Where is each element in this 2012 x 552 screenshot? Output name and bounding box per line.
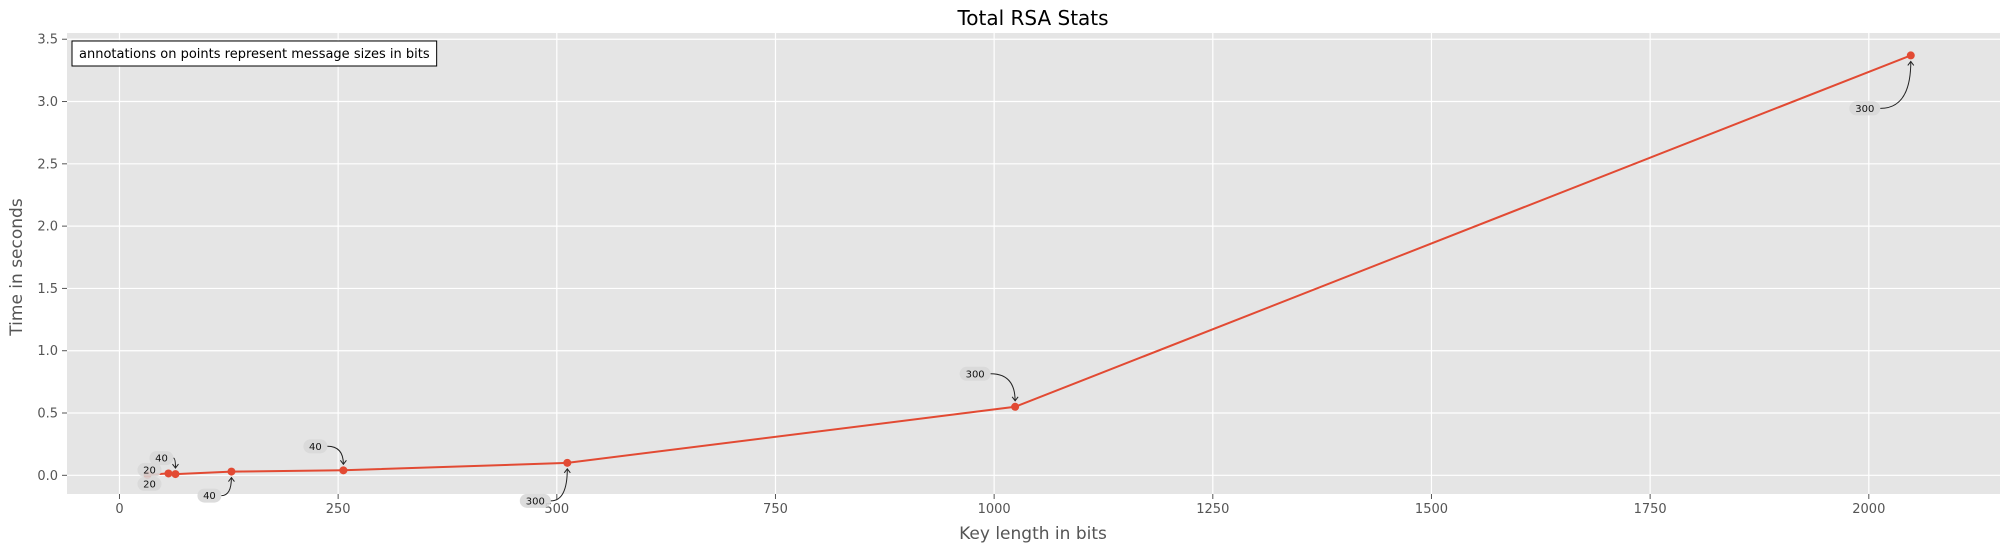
y-tick-label: 2.0 bbox=[37, 220, 58, 235]
y-tick-label: 2.5 bbox=[37, 157, 58, 172]
annotation-connector bbox=[327, 445, 344, 465]
x-tick-label: 1250 bbox=[1196, 502, 1229, 517]
annotation-arrowhead bbox=[228, 476, 235, 482]
annotation-connector bbox=[550, 468, 568, 502]
annotation-label: 300 bbox=[1855, 104, 1874, 115]
annotation-arrowhead bbox=[1907, 60, 1915, 66]
grid-lines bbox=[67, 33, 2000, 494]
annotation-arrowhead bbox=[1011, 396, 1019, 402]
annotation-bubble bbox=[1849, 101, 1881, 116]
annotation-bubble bbox=[137, 476, 162, 491]
data-point bbox=[1906, 51, 1915, 60]
annotation-arrowhead bbox=[563, 468, 571, 474]
annotation-bubble bbox=[137, 462, 162, 477]
annotation-label: 300 bbox=[526, 496, 545, 507]
data-point bbox=[339, 466, 348, 475]
annotation-bubble bbox=[197, 488, 222, 503]
annotation-bubble bbox=[519, 493, 551, 508]
annotation-bubble bbox=[959, 366, 991, 381]
y-tick-label: 1.5 bbox=[37, 282, 58, 297]
y-tick-label: 3.5 bbox=[37, 33, 58, 48]
data-point bbox=[227, 467, 236, 476]
annotation-bubble bbox=[303, 439, 328, 454]
note-text: annotations on points represent message … bbox=[79, 47, 430, 62]
y-tick-label: 0.0 bbox=[37, 469, 58, 484]
data-point bbox=[164, 469, 173, 478]
x-tick-label: 750 bbox=[763, 502, 788, 517]
y-tick-label: 0.5 bbox=[37, 407, 58, 422]
x-tick-label: 250 bbox=[326, 502, 351, 517]
x-axis-ticks: 0 250 500 750 1000 1250 1500 1750 2000 bbox=[115, 494, 1885, 517]
chart-title: Total RSA Stats bbox=[956, 6, 1108, 30]
annotation-connector bbox=[221, 477, 232, 497]
data-point bbox=[1011, 402, 1020, 411]
note-box-border bbox=[71, 40, 438, 67]
x-tick-label: 500 bbox=[544, 502, 569, 517]
annotation-arrowhead bbox=[339, 460, 347, 466]
annotation-label: 20 bbox=[143, 479, 156, 490]
y-tick-label: 1.0 bbox=[37, 344, 58, 359]
annotation-arrowhead bbox=[172, 463, 179, 469]
annotation-connector bbox=[990, 373, 1016, 401]
annotation-label: 300 bbox=[966, 369, 985, 380]
x-tick-label: 1000 bbox=[978, 502, 1011, 517]
data-point bbox=[563, 458, 572, 467]
y-tick-label: 3.0 bbox=[37, 95, 58, 110]
data-point bbox=[171, 470, 180, 479]
x-tick-label: 1750 bbox=[1634, 502, 1667, 517]
annotation-label: 40 bbox=[203, 491, 216, 502]
y-axis-ticks: 0.0 0.5 1.0 1.5 2.0 2.5 3.0 3.5 bbox=[37, 33, 67, 484]
y-axis-label: Time in seconds bbox=[7, 198, 27, 337]
annotation-connector bbox=[1880, 61, 1912, 109]
annotation-label: 40 bbox=[309, 442, 322, 453]
x-tick-label: 0 bbox=[115, 502, 123, 517]
x-tick-label: 1500 bbox=[1415, 502, 1448, 517]
annotation-label: 40 bbox=[155, 454, 168, 465]
note-box: annotations on points represent message … bbox=[71, 40, 438, 67]
annotation-connector bbox=[173, 457, 176, 469]
x-tick-label: 2000 bbox=[1852, 502, 1885, 517]
annotation-bubble bbox=[149, 451, 174, 466]
annotation-label: 20 bbox=[143, 465, 156, 476]
plot-area bbox=[67, 33, 2000, 494]
x-axis-label: Key length in bits bbox=[959, 524, 1107, 544]
